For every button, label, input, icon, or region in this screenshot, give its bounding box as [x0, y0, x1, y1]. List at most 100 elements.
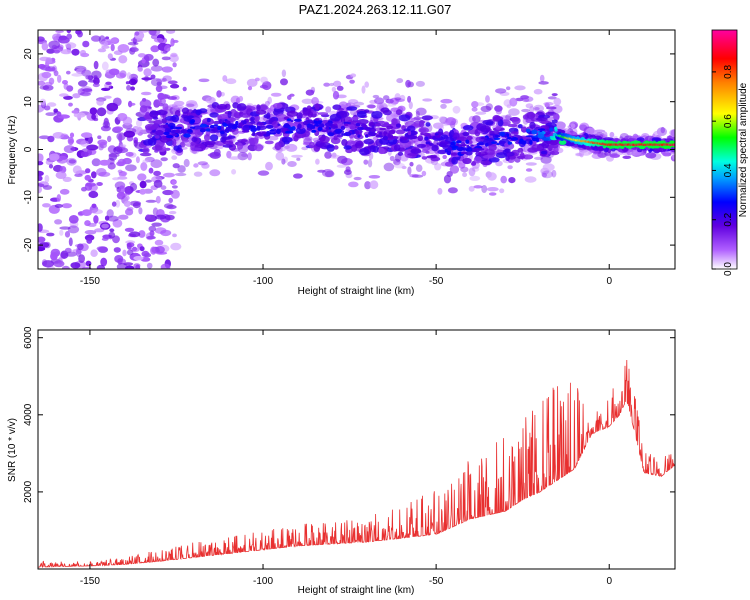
spectrogram-blob — [48, 153, 60, 161]
spectrogram-blob — [217, 125, 222, 130]
spectrogram-blob — [94, 228, 105, 233]
spectrogram-blob — [438, 142, 447, 148]
spectrogram-blob — [495, 125, 502, 130]
spectrogram-blob — [346, 106, 358, 111]
spectrogram-blob — [247, 152, 252, 161]
spectrogram-blob — [521, 108, 530, 113]
spectrogram-blob — [313, 123, 320, 127]
spectrogram-blob — [403, 128, 411, 132]
spectrogram-blob — [264, 100, 270, 107]
spectrogram-blob — [145, 214, 151, 219]
spectrogram-blob — [343, 122, 352, 124]
colorbar-tick-label: 0.4 — [723, 163, 734, 177]
spectrogram-blob — [368, 175, 381, 179]
spectrogram-blob — [389, 155, 395, 162]
spectrogram-blob — [425, 141, 431, 145]
spectrogram-blob — [372, 94, 380, 99]
spectrogram-blob — [167, 80, 178, 85]
spectrogram-blob — [331, 86, 337, 93]
spectrogram-blob — [113, 247, 121, 253]
spectrogram-blob — [116, 263, 128, 269]
spectrogram-blob — [191, 147, 202, 151]
spectrogram-blob — [241, 153, 248, 158]
spectrogram-blob — [268, 135, 279, 141]
spectrogram-blob — [85, 260, 92, 267]
spectrogram-blob — [489, 133, 496, 136]
spectrogram-blob — [395, 129, 405, 135]
spectrogram-blob — [222, 75, 228, 82]
spectrogram-blob — [336, 85, 344, 91]
spectrogram-blob — [125, 208, 134, 216]
spectrogram-blob — [505, 148, 510, 154]
spectrogram-blob — [660, 126, 665, 134]
spectrogram-blob — [77, 212, 84, 217]
spectrogram-blob — [533, 88, 543, 95]
spectrogram-blob — [326, 144, 335, 152]
spectrogram-blob — [45, 112, 56, 116]
spectrogram-blob — [217, 114, 229, 120]
spectrogram-blob — [153, 179, 163, 188]
spectrogram-blob — [247, 86, 253, 91]
spectrogram-blob — [591, 153, 603, 160]
spectrogram-blob — [320, 129, 328, 133]
spectrogram-blob — [382, 135, 388, 141]
spectrogram-blob — [395, 109, 403, 116]
spectrogram-blob — [471, 107, 478, 112]
spectrogram-blob — [147, 137, 157, 146]
spectrogram-blob — [38, 135, 51, 140]
spectrogram-blob — [374, 97, 385, 105]
spectrogram-blob — [361, 85, 366, 94]
spectrogram-blob — [225, 128, 230, 133]
spectrogram-blob — [171, 185, 178, 189]
spectrogram-blob — [492, 114, 501, 122]
spectrogram-blob — [44, 81, 53, 87]
spectrogram-blob — [364, 81, 370, 88]
spectrogram-blob — [460, 151, 467, 155]
spectrogram-blob — [396, 78, 404, 84]
spectrogram-blob — [105, 36, 110, 40]
spectrogram-blob — [478, 141, 484, 146]
spectrogram-blob — [264, 140, 274, 145]
spectrogram-blob — [407, 95, 412, 103]
spectrogram-blob — [221, 136, 231, 140]
y-tick-label: 4000 — [23, 403, 34, 426]
spectrogram-blob — [164, 44, 171, 53]
spectrogram-blob — [671, 136, 675, 140]
spectrogram-blob — [198, 78, 210, 83]
spectrogram-blob — [415, 164, 423, 172]
spectrogram-blob — [549, 127, 554, 132]
spectrogram-blob — [175, 126, 183, 130]
spectrogram-blob — [491, 141, 497, 145]
spectrogram-blob — [162, 50, 168, 54]
spectrogram-blob — [107, 53, 113, 60]
y-tick-label: 10 — [23, 96, 34, 108]
spectrogram-blob — [148, 30, 161, 36]
spectrogram-blob — [143, 53, 154, 61]
spectrogram-blob — [285, 143, 298, 152]
spectrogram-blob — [135, 264, 141, 269]
spectrogram-blob — [267, 96, 273, 104]
spectrogram-blob — [488, 192, 497, 196]
spectrogram-blob — [91, 209, 103, 215]
spectrogram-blob — [394, 97, 402, 101]
spectrogram-blob — [418, 127, 430, 134]
spectrogram-blob — [77, 31, 83, 38]
spectrogram-blob — [154, 239, 164, 246]
spectrogram-blob — [39, 85, 50, 90]
spectrogram-blob — [38, 175, 43, 181]
spectrogram-blob — [357, 126, 365, 131]
spectrogram-blob — [117, 176, 128, 180]
snr-line-series — [38, 359, 675, 569]
spectrogram-blob — [82, 40, 90, 48]
spectrogram-blob — [64, 247, 72, 254]
spectrogram-blob — [161, 66, 173, 73]
spectrogram-blob — [165, 135, 174, 139]
spectrogram-blob — [446, 150, 452, 155]
spectrogram-blob — [187, 128, 193, 133]
spectrogram-blob — [523, 96, 534, 102]
spectrogram-blob — [534, 156, 543, 160]
spectrogram-blob — [482, 137, 494, 146]
spectrogram-blob — [541, 170, 553, 179]
spectrogram-blob — [269, 132, 276, 135]
spectrogram-blob — [206, 118, 211, 123]
